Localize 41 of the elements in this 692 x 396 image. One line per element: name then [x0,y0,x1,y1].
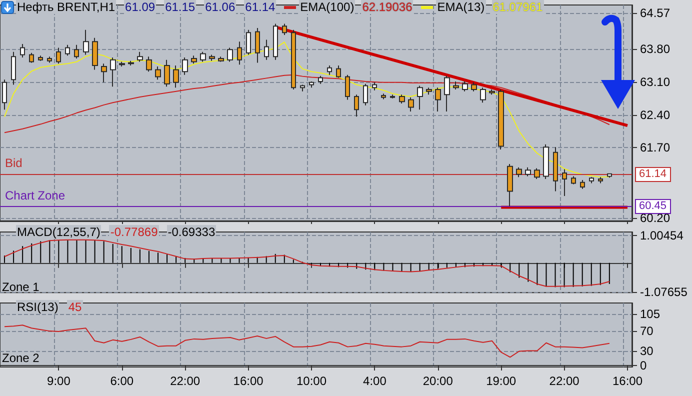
legend-label: EMA(100) [299,0,356,14]
y-tick-label: 64.57 [640,6,670,20]
x-tick-label: 22:00 [549,374,580,388]
x-tick-label: 9:00 [47,374,71,388]
y-tick-label: 30 [640,344,654,358]
y-tick-label: 63.80 [640,42,670,56]
y-tick-label: 1.00454 [640,228,684,243]
annotation: 61.09 [124,0,156,14]
legend-label: EMA(13) [436,0,486,14]
annotation: 61.15 [164,0,196,14]
chart-title: RSI(13) [16,300,60,314]
x-tick-label: 16:00 [233,374,264,388]
annotation: 61.14 [635,166,671,182]
y-tick-label: -1.07655 [640,285,688,299]
x-tick-label: 4:00 [363,374,387,388]
annotation: -0.69333 [166,225,216,239]
text: Zone 1 [2,280,40,294]
y-tick-label: 70 [640,324,654,338]
y-tick-label: 105 [640,306,660,321]
annotation: 61.14 [244,0,276,14]
text: Zone 2 [2,351,40,365]
chart-title: Нефть BRENT,H1 [16,0,116,14]
chart-title: MACD(12,55,7) [16,225,102,239]
annotation: 45 [67,300,83,314]
annotation: -0.77869 [109,225,159,239]
ref-line-label: Bid [5,156,22,170]
x-tick-label: 6:00 [110,374,134,388]
annotation: 60.45 [635,199,671,214]
ref-line-label: Chart Zone [5,188,66,202]
y-tick-label: 61.70 [640,140,670,155]
x-tick-label: 16:00 [612,374,643,388]
y-tick-label: 0 [640,358,647,373]
annotation: 62.19036 [361,0,414,14]
annotation: 61.07961 [492,0,544,14]
x-tick-label: 20:00 [422,374,454,388]
annotation: 61.06 [204,0,236,14]
x-tick-label: 22:00 [170,374,200,388]
y-tick-label: 62.40 [640,108,670,122]
y-tick-label: 63.10 [640,74,670,89]
x-tick-label: 19:00 [486,374,516,388]
x-tick-label: 10:00 [296,374,327,388]
